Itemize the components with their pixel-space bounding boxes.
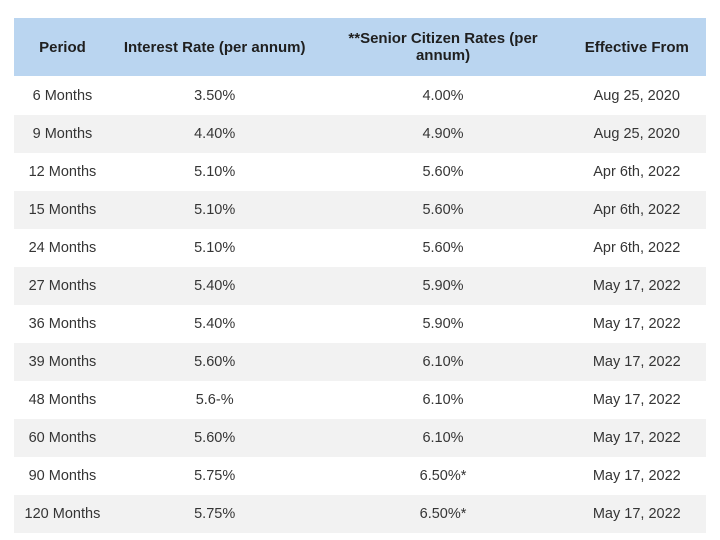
cell-effective-from: May 17, 2022	[568, 419, 706, 457]
cell-interest-rate: 5.10%	[111, 229, 319, 267]
cell-senior-rate: 6.50%*	[318, 457, 567, 495]
cell-effective-from: May 17, 2022	[568, 495, 706, 533]
table-row: 36 Months 5.40% 5.90% May 17, 2022	[14, 305, 706, 343]
cell-senior-rate: 5.90%	[318, 267, 567, 305]
cell-period: 120 Months	[14, 495, 111, 533]
cell-effective-from: Aug 25, 2020	[568, 77, 706, 116]
cell-senior-rate: 4.00%	[318, 77, 567, 116]
rates-table-container: Period Interest Rate (per annum) **Senio…	[0, 0, 720, 533]
cell-effective-from: May 17, 2022	[568, 343, 706, 381]
cell-senior-rate: 6.10%	[318, 381, 567, 419]
cell-interest-rate: 5.10%	[111, 153, 319, 191]
table-row: 24 Months 5.10% 5.60% Apr 6th, 2022	[14, 229, 706, 267]
cell-senior-rate: 5.60%	[318, 153, 567, 191]
cell-effective-from: Apr 6th, 2022	[568, 229, 706, 267]
cell-effective-from: Aug 25, 2020	[568, 115, 706, 153]
cell-senior-rate: 5.60%	[318, 191, 567, 229]
cell-interest-rate: 5.40%	[111, 267, 319, 305]
cell-effective-from: May 17, 2022	[568, 305, 706, 343]
cell-interest-rate: 5.75%	[111, 495, 319, 533]
cell-interest-rate: 5.6-%	[111, 381, 319, 419]
col-header-effective-from: Effective From	[568, 18, 706, 77]
cell-period: 60 Months	[14, 419, 111, 457]
col-header-senior-rate: **Senior Citizen Rates (per annum)	[318, 18, 567, 77]
cell-interest-rate: 5.10%	[111, 191, 319, 229]
cell-senior-rate: 6.50%*	[318, 495, 567, 533]
table-row: 12 Months 5.10% 5.60% Apr 6th, 2022	[14, 153, 706, 191]
cell-senior-rate: 5.60%	[318, 229, 567, 267]
table-body: 6 Months 3.50% 4.00% Aug 25, 2020 9 Mont…	[14, 77, 706, 534]
cell-period: 90 Months	[14, 457, 111, 495]
table-row: 15 Months 5.10% 5.60% Apr 6th, 2022	[14, 191, 706, 229]
cell-senior-rate: 6.10%	[318, 343, 567, 381]
table-row: 90 Months 5.75% 6.50%* May 17, 2022	[14, 457, 706, 495]
table-row: 60 Months 5.60% 6.10% May 17, 2022	[14, 419, 706, 457]
cell-period: 39 Months	[14, 343, 111, 381]
cell-interest-rate: 5.75%	[111, 457, 319, 495]
cell-senior-rate: 5.90%	[318, 305, 567, 343]
cell-senior-rate: 6.10%	[318, 419, 567, 457]
cell-interest-rate: 3.50%	[111, 77, 319, 116]
table-row: 39 Months 5.60% 6.10% May 17, 2022	[14, 343, 706, 381]
cell-period: 27 Months	[14, 267, 111, 305]
cell-period: 15 Months	[14, 191, 111, 229]
cell-effective-from: Apr 6th, 2022	[568, 153, 706, 191]
cell-period: 48 Months	[14, 381, 111, 419]
cell-period: 6 Months	[14, 77, 111, 116]
cell-interest-rate: 5.60%	[111, 419, 319, 457]
cell-effective-from: May 17, 2022	[568, 381, 706, 419]
cell-effective-from: Apr 6th, 2022	[568, 191, 706, 229]
cell-interest-rate: 5.40%	[111, 305, 319, 343]
cell-period: 9 Months	[14, 115, 111, 153]
table-row: 27 Months 5.40% 5.90% May 17, 2022	[14, 267, 706, 305]
rates-table: Period Interest Rate (per annum) **Senio…	[14, 18, 706, 533]
cell-period: 24 Months	[14, 229, 111, 267]
cell-period: 36 Months	[14, 305, 111, 343]
table-row: 6 Months 3.50% 4.00% Aug 25, 2020	[14, 77, 706, 116]
cell-senior-rate: 4.90%	[318, 115, 567, 153]
table-row: 48 Months 5.6-% 6.10% May 17, 2022	[14, 381, 706, 419]
cell-period: 12 Months	[14, 153, 111, 191]
col-header-period: Period	[14, 18, 111, 77]
table-row: 120 Months 5.75% 6.50%* May 17, 2022	[14, 495, 706, 533]
cell-effective-from: May 17, 2022	[568, 457, 706, 495]
table-header: Period Interest Rate (per annum) **Senio…	[14, 18, 706, 77]
cell-interest-rate: 4.40%	[111, 115, 319, 153]
table-row: 9 Months 4.40% 4.90% Aug 25, 2020	[14, 115, 706, 153]
cell-interest-rate: 5.60%	[111, 343, 319, 381]
col-header-interest-rate: Interest Rate (per annum)	[111, 18, 319, 77]
cell-effective-from: May 17, 2022	[568, 267, 706, 305]
